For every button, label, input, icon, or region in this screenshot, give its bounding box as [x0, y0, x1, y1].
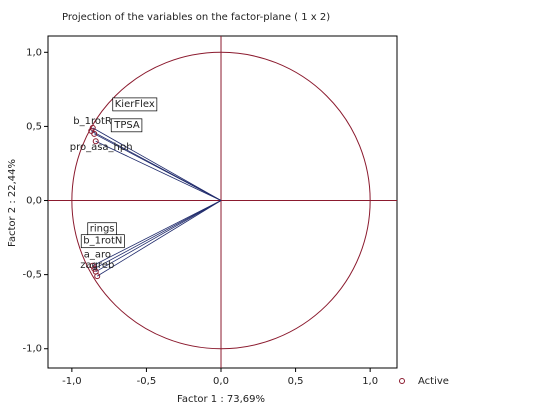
vector: [94, 200, 222, 270]
vector: [94, 133, 222, 201]
vector: [95, 200, 222, 273]
x-tick-label: 0,0: [213, 376, 229, 387]
label-box: [110, 118, 143, 133]
point: [88, 127, 95, 134]
x-axis-title: Factor 1 : 73,69%: [177, 394, 265, 405]
point-label: pro_asa_hph: [70, 142, 133, 153]
point: [91, 265, 98, 272]
x-tick-label: 1,0: [362, 376, 378, 387]
chart-title: Projection of the variables on the facto…: [62, 12, 330, 23]
y-axis-title: Factor 2 : 22,44%: [7, 159, 18, 247]
point: [89, 124, 96, 131]
label-box: [112, 97, 158, 112]
vector: [97, 200, 222, 277]
y-tick-label: -0,5: [22, 270, 42, 281]
x-tick-label: 0,5: [288, 376, 304, 387]
label-box: [80, 234, 125, 249]
point-label: KierFlex: [115, 99, 155, 110]
plot-frame: [47, 35, 398, 369]
point: [92, 138, 99, 145]
point: [91, 130, 98, 137]
point-label: zagreb: [80, 260, 114, 271]
y-tick-label: -1,0: [22, 344, 42, 355]
x-tick-label: -0,5: [137, 376, 157, 387]
point-label: a_aro: [84, 250, 111, 261]
vector: [95, 140, 222, 201]
point: [89, 262, 96, 269]
y-tick-label: 0,0: [26, 196, 42, 207]
legend-marker: [399, 378, 405, 384]
point-label: TPSA: [113, 120, 140, 131]
unit-circle: [71, 51, 371, 350]
point-label: b_1rotR: [73, 116, 112, 127]
point-label: rings: [90, 224, 115, 235]
vector: [92, 127, 222, 201]
x-tick-label: -1,0: [62, 376, 82, 387]
vector: [92, 200, 222, 267]
legend-label: Active: [418, 376, 449, 387]
y-tick-label: 0,5: [26, 121, 42, 132]
y-tick-label: 1,0: [26, 47, 42, 58]
point-label: b_1rotN: [83, 236, 122, 247]
point: [94, 273, 101, 280]
